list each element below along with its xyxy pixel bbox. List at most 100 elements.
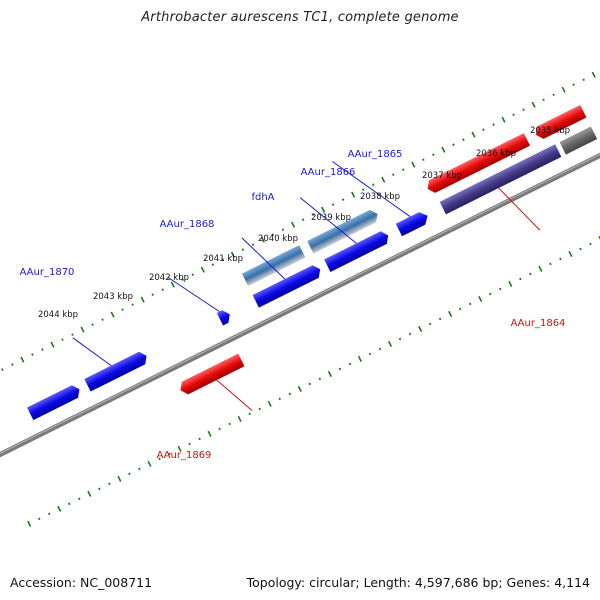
scale-tick-forward [101,318,104,321]
gene-arrow-aaur-1865[interactable] [395,209,431,237]
gene-arrow-left-edge[interactable] [27,383,82,421]
scale-tick-forward [501,116,506,123]
leader-aaur-1868 [167,276,220,313]
scale-tick-forward [341,198,345,201]
scale-tick-reverse [78,497,81,501]
gene-labels: AAur_1865 AAur_1866 fdhA AAur_1868 AAur_… [20,149,566,461]
scale-ticks-reverse [27,235,600,527]
scale-tick-forward [251,243,255,246]
scale-tick-forward [260,236,266,243]
scale-tick-reverse [408,332,412,336]
scale-tick-reverse [198,437,201,441]
gene-arrow-right-edge-gray[interactable] [559,126,598,155]
scale-tick-forward [200,266,205,273]
gene-label-aaur-1865[interactable]: AAur_1865 [348,149,403,160]
scale-tick-forward [11,363,14,366]
scale-tick-forward [492,123,495,127]
gene-arrow-fdha[interactable] [252,263,324,308]
scale-tick-forward [582,78,585,82]
scale-tick-forward [452,143,455,147]
scale-label: 2037 kbp [422,171,462,181]
scale-tick-reverse [177,445,182,452]
scale-tick-reverse [158,457,161,461]
scale-tick-forward [402,168,405,171]
scale-label: 2035 kbp [530,126,570,136]
scale-tick-forward [561,86,566,93]
scale-label: 2036 kbp [476,149,516,159]
leader-aaur-1864 [498,187,541,231]
gene-label-aaur-1866[interactable]: AAur_1866 [301,167,356,178]
reverse-strand-genes [177,104,598,397]
scale-tick-forward [221,258,225,261]
scale-tick-reverse [318,377,322,381]
scale-tick-forward [181,278,185,281]
scale-label: 2044 kbp [38,310,78,320]
scale-tick-reverse [589,242,592,246]
scale-tick-forward [542,98,545,102]
gene-label-aaur-1864[interactable]: AAur_1864 [511,318,566,329]
scale-tick-reverse [168,452,171,456]
scale-tick-reverse [138,467,141,471]
scale-label: 2041 kbp [203,254,243,264]
gene-arrow-aaur-1868[interactable] [216,308,233,326]
scale-tick-forward [361,188,365,191]
scale-tick-reverse [448,310,453,317]
gene-label-aaur-1870[interactable]: AAur_1870 [20,267,75,278]
scale-tick-forward [422,158,425,162]
scale-label: 2038 kbp [360,192,400,202]
scale-tick-forward [91,323,94,326]
scale-tick-forward [392,173,395,176]
scale-tick-forward [271,233,275,236]
scale-tick-forward [482,128,485,132]
gene-arrow-aaur-1864-red[interactable] [424,133,531,195]
forward-strand-genes [27,209,431,421]
scale-tick-forward [351,191,356,198]
scale-tick-reverse [27,520,32,527]
scale-tick-forward [512,113,515,117]
scale-tick-forward [61,338,64,341]
scale-label: 2039 kbp [311,213,351,223]
gene-label-fdha[interactable]: fdhA [251,192,274,203]
gene-arrow-right-edge-red[interactable] [533,104,587,141]
scale-tick-forward [432,153,435,157]
scale-tick-reverse [508,280,513,287]
scale-tick-reverse [519,277,522,281]
scale-tick-forward [331,203,335,206]
scale-tick-reverse [128,472,131,476]
leader-aaur-1866 [299,197,357,244]
scale-tick-reverse [398,337,402,341]
scale-tick-forward [71,333,74,336]
scale-tick-reverse [568,250,573,258]
genome-summary-text: Topology: circular; Length: 4,597,686 bp… [246,575,590,590]
scale-tick-forward [131,303,134,306]
scale-tick-reverse [458,307,462,311]
scale-tick-forward [161,288,164,291]
scale-tick-forward [31,353,34,356]
scale-tick-forward [321,206,326,213]
scale-tick-reverse [188,442,191,446]
gene-label-aaur-1869[interactable]: AAur_1869 [157,450,212,461]
leader-aaur-1869 [216,379,253,411]
scale-tick-forward [471,131,476,138]
gene-arrow-aaur-1869[interactable] [177,353,245,397]
gene-label-aaur-1868[interactable]: AAur_1868 [160,219,215,230]
scale-tick-reverse [57,505,62,512]
gene-arrow-aaur-1870[interactable] [84,350,149,392]
scale-tick-reverse [549,262,552,266]
scale-tick-forward [140,296,145,303]
scale-tick-forward [591,71,596,78]
scale-tick-forward [572,83,575,87]
genome-backbone-highlight [0,125,600,484]
scale-tick-forward [230,251,235,258]
scale-tick-reverse [357,355,363,362]
gene-arrow-aaur-1866[interactable] [324,229,391,272]
scale-tick-reverse [559,257,562,261]
scale-tick-reverse [68,502,71,506]
feature-bar-fdha[interactable] [241,245,306,287]
gene-arrow-aaur-1864-purple[interactable] [439,144,562,215]
scale-tick-forward [191,273,195,276]
scale-tick-forward [301,218,305,221]
scale-tick-forward [371,183,375,186]
scale-tick-reverse [428,322,432,326]
scale-tick-reverse [387,340,393,347]
